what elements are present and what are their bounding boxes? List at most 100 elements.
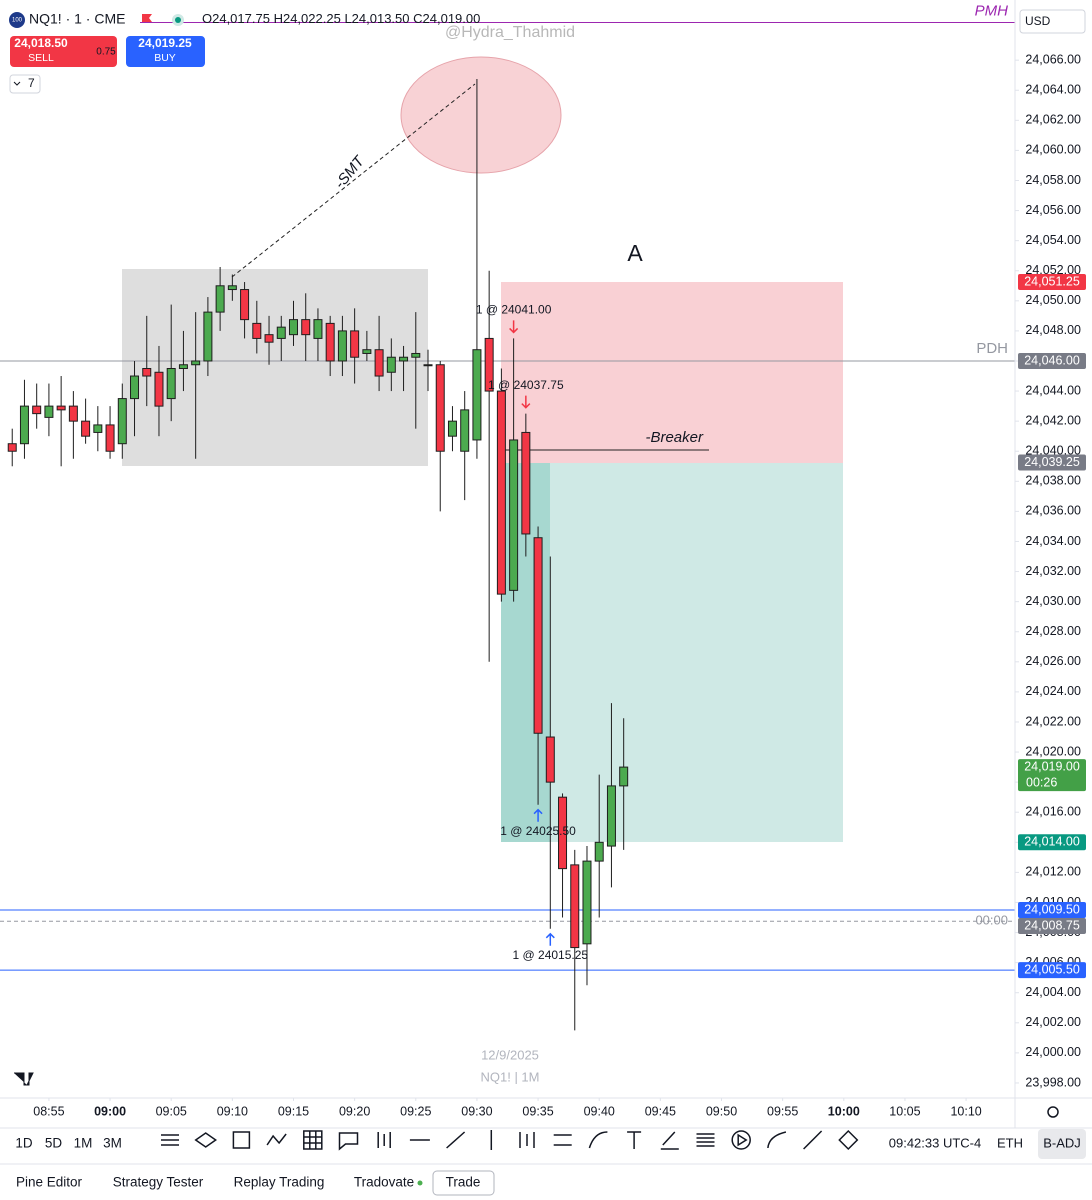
y-tick-label: 24,038.00 xyxy=(1025,474,1081,488)
tool-icon[interactable] xyxy=(838,1129,859,1151)
candle-body xyxy=(362,349,372,354)
trade-label: 1 @ 24025.50 xyxy=(500,824,576,838)
timeframe[interactable]: 5D xyxy=(45,1136,63,1151)
candle-body xyxy=(117,398,127,445)
tool-icon[interactable] xyxy=(588,1131,608,1149)
sell-button[interactable] xyxy=(10,36,117,67)
candle-body xyxy=(19,405,29,445)
y-tick-label: 24,060.00 xyxy=(1025,143,1081,157)
price-label-box xyxy=(1018,901,1086,918)
spread: 0.75 xyxy=(96,47,116,58)
candle-body xyxy=(215,285,225,313)
tool-icon[interactable] xyxy=(161,1134,179,1146)
highlight-ellipse xyxy=(400,56,562,174)
candle-body xyxy=(435,364,445,452)
y-tick-label: 24,042.00 xyxy=(1025,413,1081,427)
currency[interactable]: USD xyxy=(1025,14,1051,28)
tool-icon[interactable] xyxy=(446,1131,466,1149)
tool-icon[interactable] xyxy=(194,1132,218,1148)
y-tick-label: 24,056.00 xyxy=(1025,203,1081,217)
ohlc-high: H24,022.25 xyxy=(274,11,341,26)
x-tick-label: 09:20 xyxy=(339,1104,370,1118)
buy-label[interactable]: BUY xyxy=(154,52,176,64)
tab[interactable]: Tradovate xyxy=(354,1175,414,1190)
price-label-box xyxy=(1018,962,1086,979)
timeframe[interactable]: 3M xyxy=(103,1136,122,1151)
y-tick-label: 24,000.00 xyxy=(1025,1045,1081,1059)
tool-icon[interactable] xyxy=(232,1131,251,1149)
candle-body xyxy=(191,360,201,366)
y-tick-label: 24,052.00 xyxy=(1025,263,1081,277)
buy-arrow xyxy=(545,932,555,946)
candle-body xyxy=(399,356,409,362)
dropdown[interactable] xyxy=(9,74,41,94)
tab[interactable]: Replay Trading xyxy=(234,1175,325,1190)
y-tick-label: 23,998.00 xyxy=(1025,1075,1081,1089)
tool-icon[interactable] xyxy=(660,1131,679,1150)
candle-body xyxy=(350,330,360,358)
price-label: 24,046.00 xyxy=(1024,353,1080,367)
tab[interactable]: Pine Editor xyxy=(16,1175,83,1190)
price-label: 24,019.00 xyxy=(1024,759,1080,773)
candle-body xyxy=(606,785,616,847)
adjust[interactable]: B-ADJ xyxy=(1043,1135,1081,1150)
settings-icon[interactable] xyxy=(1047,1106,1059,1118)
tool-icon[interactable] xyxy=(266,1133,287,1146)
x-tick-label: 09:35 xyxy=(522,1104,553,1118)
buy-button[interactable] xyxy=(126,36,205,67)
y-tick-label: 24,058.00 xyxy=(1025,173,1081,187)
tool-icon[interactable] xyxy=(519,1132,535,1148)
price-label: 24,009.50 xyxy=(1024,902,1080,916)
price-label: 24,014.00 xyxy=(1024,835,1080,849)
tab[interactable]: Strategy Tester xyxy=(113,1175,204,1190)
symbol[interactable]: NQ1! · 1 · CME xyxy=(29,11,125,27)
candle-body xyxy=(227,285,237,291)
ohlc-low: L24,013.50 xyxy=(344,11,409,26)
candle-body xyxy=(558,796,568,870)
candle-body xyxy=(264,334,274,343)
candle-body xyxy=(32,405,42,415)
candle-body xyxy=(276,326,286,339)
tool-icon[interactable] xyxy=(553,1134,572,1146)
flag-icon[interactable] xyxy=(142,14,152,22)
tool-icon[interactable] xyxy=(696,1133,715,1147)
candle-body xyxy=(484,337,494,392)
buy-price[interactable]: 24,019.25 xyxy=(138,36,192,50)
tool-icon[interactable] xyxy=(731,1130,751,1150)
timeframe[interactable]: 1M xyxy=(74,1136,93,1151)
currency-box[interactable] xyxy=(1019,9,1086,34)
tool-icon[interactable] xyxy=(767,1131,787,1149)
tab-active[interactable] xyxy=(432,1170,495,1196)
session[interactable]: ETH xyxy=(997,1135,1023,1150)
x-tick-label: 09:50 xyxy=(706,1104,737,1118)
sell-arrow xyxy=(521,395,531,409)
sell-label[interactable]: SELL xyxy=(28,52,54,64)
tab-status-dot xyxy=(417,1180,423,1186)
x-tick-label: 09:30 xyxy=(461,1104,492,1118)
timeframe[interactable]: 1D xyxy=(15,1136,33,1151)
trades: 1 @ 24041.00 1 @ 24037.75 1 @ 24025.50 1 @ … xyxy=(476,303,589,962)
tool-icon[interactable] xyxy=(377,1132,391,1148)
tool-icon[interactable] xyxy=(627,1131,642,1149)
y-tick-label: 24,032.00 xyxy=(1025,564,1081,578)
candle-body xyxy=(411,352,421,358)
candle-body xyxy=(288,319,298,336)
price-label-sub: 00:26 xyxy=(1026,775,1057,789)
tool-icon[interactable] xyxy=(303,1130,323,1150)
annotation-breaker: -Breaker xyxy=(645,429,704,446)
y-tick-label: 24,040.00 xyxy=(1025,444,1081,458)
dropdown-value[interactable]: 7 xyxy=(28,76,35,90)
candle-body xyxy=(93,424,103,433)
candles xyxy=(7,78,629,1031)
candle-body xyxy=(56,405,66,411)
sell-price[interactable]: 24,018.50 xyxy=(14,36,68,50)
trade-label: 1 @ 24041.00 xyxy=(476,303,552,317)
tool-icon[interactable] xyxy=(803,1130,823,1150)
candle-body xyxy=(545,736,555,783)
tool-icon[interactable] xyxy=(338,1132,359,1151)
level-label: PMH xyxy=(975,3,1009,20)
y-tick-label: 24,050.00 xyxy=(1025,293,1081,307)
adjust-button[interactable] xyxy=(1038,1129,1086,1159)
tab[interactable]: Trade xyxy=(446,1175,481,1190)
